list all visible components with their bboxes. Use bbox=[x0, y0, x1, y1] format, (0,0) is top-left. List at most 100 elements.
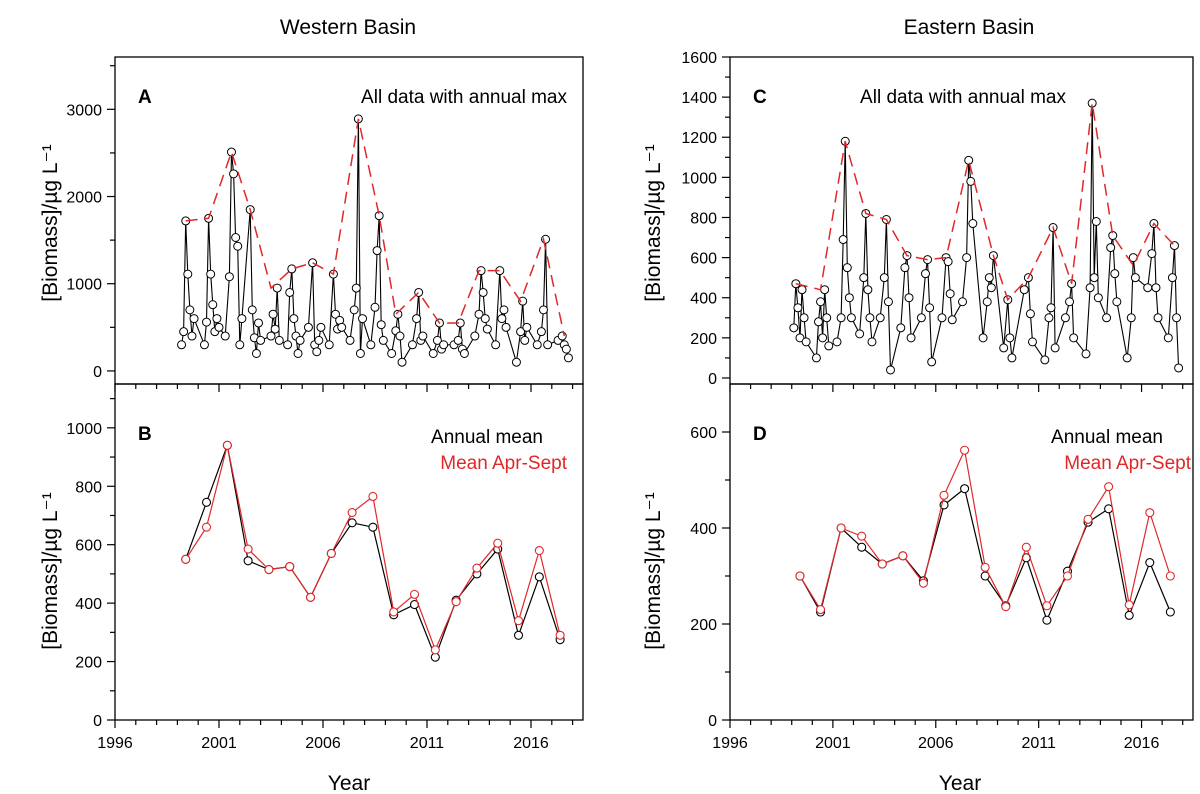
annual-max-line bbox=[795, 102, 1176, 302]
data-point bbox=[937, 313, 947, 323]
data-point bbox=[1093, 293, 1103, 303]
mean-apr-sept-point bbox=[285, 562, 295, 572]
data-point bbox=[797, 285, 807, 295]
panel-letter: C bbox=[753, 87, 767, 108]
y-tick-label: 0 bbox=[93, 713, 102, 730]
data-point bbox=[795, 333, 805, 343]
data-point bbox=[226, 147, 236, 157]
data-point bbox=[235, 340, 245, 350]
x-tick-label: 2001 bbox=[201, 735, 237, 752]
eastern-basin-title: Eastern Basin bbox=[904, 16, 1035, 39]
data-point bbox=[1172, 313, 1182, 323]
data-point bbox=[999, 343, 1009, 353]
data-point bbox=[303, 322, 313, 332]
annual-mean-point bbox=[960, 484, 970, 494]
mean-apr-sept-point bbox=[918, 578, 928, 588]
data-point bbox=[183, 269, 193, 279]
x-tick-label: 2016 bbox=[1124, 735, 1160, 752]
data-point bbox=[312, 347, 322, 357]
western-basin-title: Western Basin bbox=[280, 16, 416, 39]
data-point bbox=[822, 313, 832, 323]
data-point bbox=[372, 246, 382, 256]
data-point bbox=[536, 327, 546, 337]
x-tick-label: 2011 bbox=[410, 735, 445, 752]
mean-apr-sept-point bbox=[347, 508, 357, 518]
mean-apr-sept-point bbox=[857, 531, 867, 541]
annotation: Mean Apr-Sept bbox=[440, 453, 567, 474]
mean-apr-sept-point bbox=[389, 607, 399, 617]
data-point bbox=[418, 331, 428, 341]
mean-apr-sept-point bbox=[1062, 571, 1073, 581]
data-point bbox=[351, 283, 361, 293]
y-tick-label: 0 bbox=[708, 371, 717, 388]
data-point bbox=[920, 269, 930, 279]
data-point bbox=[982, 297, 992, 307]
data-point bbox=[482, 324, 492, 334]
data-point bbox=[428, 348, 438, 358]
y-tick-label: 200 bbox=[690, 617, 717, 634]
data-point bbox=[832, 337, 842, 347]
data-point bbox=[387, 348, 397, 358]
data-point bbox=[532, 340, 542, 350]
mean-apr-sept-point bbox=[368, 491, 378, 502]
y-tick-label: 2000 bbox=[66, 190, 102, 207]
all-data-line bbox=[793, 103, 1180, 371]
annual-mean-point bbox=[201, 497, 212, 507]
data-point bbox=[962, 253, 972, 263]
data-point bbox=[187, 331, 197, 341]
panel-a-ylabel: [Biomass]/µg L⁻¹ bbox=[39, 144, 62, 301]
data-point bbox=[816, 297, 826, 307]
all-data-line bbox=[181, 118, 569, 364]
mean-apr-sept-point bbox=[898, 551, 908, 561]
data-point bbox=[855, 329, 865, 339]
mean-apr-sept-point bbox=[305, 592, 316, 602]
data-point bbox=[813, 317, 823, 327]
mean-apr-sept-point bbox=[1021, 542, 1031, 552]
panel-d-frame bbox=[729, 383, 1194, 721]
data-point bbox=[1167, 273, 1177, 283]
data-point bbox=[1044, 313, 1054, 323]
data-point bbox=[247, 305, 257, 315]
data-point bbox=[285, 287, 295, 297]
data-point bbox=[842, 263, 852, 273]
data-point bbox=[314, 335, 324, 345]
data-point bbox=[212, 314, 222, 324]
annual-mean-point bbox=[1042, 615, 1052, 625]
panel-d: 0 200 400 600 1996 2001 2006 2011 2016 D Annual me… bbox=[690, 383, 1194, 752]
data-point bbox=[557, 331, 567, 341]
data-point bbox=[370, 302, 380, 312]
data-point bbox=[838, 235, 848, 245]
y-tick-label: 0 bbox=[708, 713, 717, 730]
mean-apr-sept-point bbox=[1042, 601, 1052, 611]
data-point bbox=[561, 344, 571, 354]
panel-b-frame bbox=[114, 383, 584, 721]
data-point bbox=[395, 331, 405, 341]
data-point bbox=[1007, 353, 1017, 363]
data-point bbox=[978, 333, 988, 343]
data-point bbox=[543, 340, 553, 350]
mean-apr-sept-point bbox=[1165, 571, 1175, 581]
data-point bbox=[945, 289, 955, 299]
data-point bbox=[330, 309, 340, 319]
panel-b-ylabel: [Biomass]/µg L⁻¹ bbox=[39, 492, 62, 649]
data-point bbox=[378, 335, 388, 345]
data-point bbox=[254, 318, 264, 328]
panel-c: 0 200 400 600 800 1000 1200 1400 1600 C All data w… bbox=[681, 50, 1194, 392]
y-tick-label: 400 bbox=[690, 521, 717, 538]
data-point bbox=[1130, 273, 1140, 283]
data-point bbox=[345, 335, 355, 345]
data-point bbox=[268, 309, 278, 319]
mean-apr-sept-point bbox=[1124, 600, 1134, 610]
data-point bbox=[1143, 283, 1153, 293]
data-point bbox=[904, 293, 914, 303]
data-point bbox=[185, 305, 195, 315]
data-point bbox=[491, 340, 501, 350]
data-point bbox=[293, 348, 303, 358]
mean-apr-sept-point bbox=[939, 490, 949, 500]
data-point bbox=[497, 314, 507, 324]
mean-apr-sept-point bbox=[201, 522, 212, 532]
mean-apr-sept-point bbox=[243, 544, 253, 554]
data-point bbox=[308, 258, 318, 268]
annual-max-line bbox=[185, 118, 566, 337]
